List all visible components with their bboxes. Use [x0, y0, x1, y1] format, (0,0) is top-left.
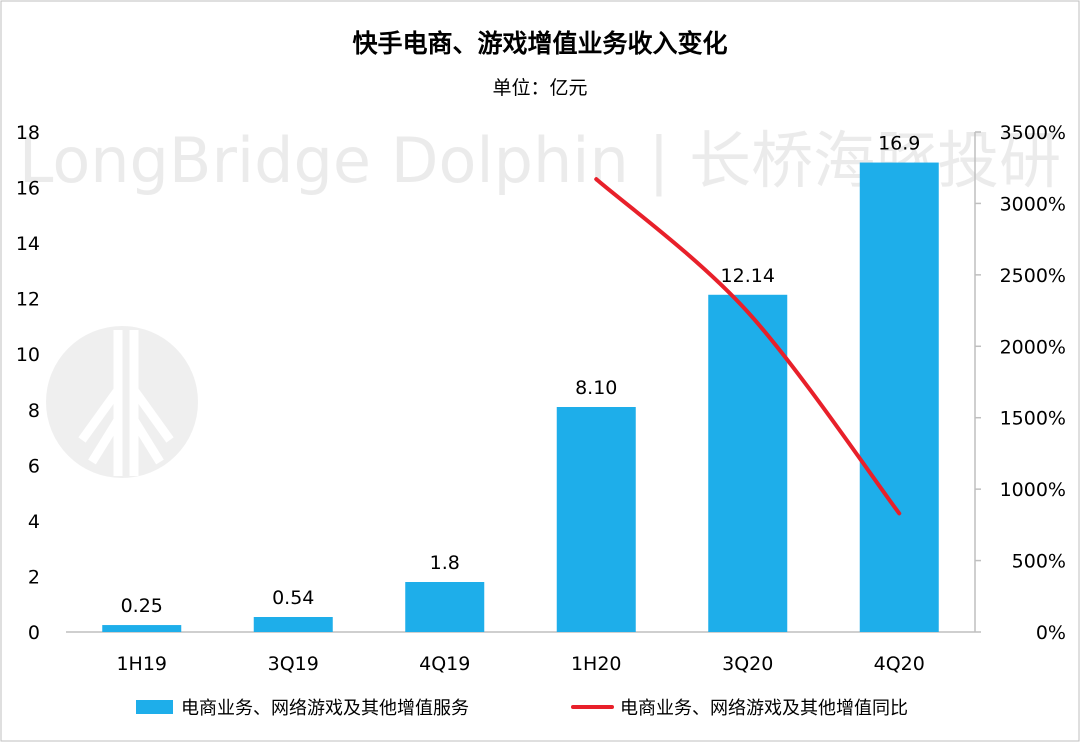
- legend: 电商业务、网络游戏及其他增值服务 电商业务、网络游戏及其他增值同比: [136, 698, 908, 719]
- bar-data-label: 8.10: [575, 377, 617, 399]
- y-axis-right: 0% 500% 1000% 1500% 2000% 2500% 3000% 3500%: [975, 122, 1066, 644]
- bar: [102, 625, 182, 632]
- bar: [708, 294, 788, 632]
- x-tick-label: 4Q20: [874, 653, 925, 675]
- legend-bar-label: 电商业务、网络游戏及其他增值服务: [181, 698, 469, 719]
- y-right-tick-label: 3000%: [1000, 193, 1066, 215]
- x-tick-label: 1H20: [571, 653, 622, 675]
- x-tick-label: 3Q19: [268, 653, 319, 675]
- y-right-tick-label: 2000%: [1000, 336, 1066, 358]
- legend-bar-swatch: [136, 700, 173, 714]
- x-tick-label: 3Q20: [722, 653, 773, 675]
- y-right-tick-label: 3500%: [1000, 122, 1066, 144]
- bar: [556, 407, 636, 632]
- chart-title: 快手电商、游戏增值业务收入变化: [352, 29, 727, 58]
- bar-data-label: 12.14: [721, 265, 775, 287]
- y-left-tick-label: 0: [28, 622, 40, 644]
- bar-data-labels: 0.25 0.54 1.8 8.10 12.14 16.9: [121, 133, 921, 617]
- y-left-tick-label: 18: [16, 122, 40, 144]
- x-axis: 1H19 3Q19 4Q19 1H20 3Q20 4Q20: [116, 653, 924, 675]
- y-left-tick-label: 10: [16, 344, 40, 366]
- y-left-tick-label: 8: [28, 400, 40, 422]
- bar-data-label: 16.9: [878, 133, 920, 155]
- y-left-tick-label: 6: [28, 455, 40, 477]
- y-left-tick-label: 14: [16, 233, 40, 255]
- y-right-tick-label: 1500%: [1000, 408, 1066, 430]
- line-series: [594, 177, 902, 516]
- legend-line-label: 电商业务、网络游戏及其他增值同比: [620, 698, 908, 719]
- y-right-tick-label: 2500%: [1000, 265, 1066, 287]
- bar: [253, 617, 333, 632]
- y-left-tick-label: 2: [28, 566, 40, 588]
- y-axis-left: 0 2 4 6 8 10 12 14 16 18: [16, 122, 40, 644]
- bar: [859, 162, 939, 633]
- bar-series: [102, 162, 939, 633]
- bar-data-label: 1.8: [430, 552, 460, 574]
- x-tick-label: 1H19: [116, 653, 167, 675]
- line-path: [594, 177, 902, 516]
- y-right-tick-label: 1000%: [1000, 479, 1066, 501]
- y-left-tick-label: 4: [28, 511, 40, 533]
- y-right-tick-label: 0%: [1036, 622, 1066, 644]
- y-right-tick-label: 500%: [1012, 551, 1066, 573]
- bar: [405, 582, 485, 632]
- chart-subtitle: 单位：亿元: [492, 77, 587, 99]
- watermark-logo: [46, 326, 198, 478]
- x-tick-label: 4Q19: [419, 653, 470, 675]
- y-left-tick-label: 16: [16, 178, 40, 200]
- bar-data-label: 0.54: [272, 587, 314, 609]
- y-left-tick-label: 12: [16, 289, 40, 311]
- bar-data-label: 0.25: [121, 595, 163, 617]
